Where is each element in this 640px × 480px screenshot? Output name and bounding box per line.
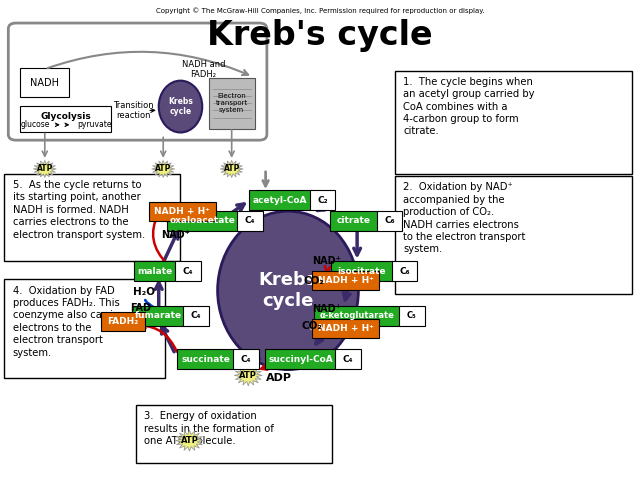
Text: ATP: ATP — [180, 436, 198, 445]
FancyBboxPatch shape — [175, 261, 201, 281]
FancyBboxPatch shape — [8, 23, 267, 140]
FancyBboxPatch shape — [237, 211, 263, 231]
Polygon shape — [33, 160, 56, 178]
Text: NAD⁺: NAD⁺ — [312, 256, 341, 265]
Text: NADH + H⁺: NADH + H⁺ — [317, 324, 374, 333]
Text: ATP: ATP — [36, 165, 53, 173]
Text: C₆: C₆ — [399, 267, 410, 276]
Text: 5.  As the cycle returns to
its starting point, another
NADH is formed. NADH
car: 5. As the cycle returns to its starting … — [13, 180, 145, 240]
Text: Krebs
cycle: Krebs cycle — [259, 271, 317, 310]
Text: FAD: FAD — [131, 303, 151, 313]
FancyBboxPatch shape — [312, 271, 379, 290]
Polygon shape — [220, 160, 243, 178]
FancyBboxPatch shape — [20, 106, 111, 132]
Text: NAD⁺: NAD⁺ — [312, 304, 341, 313]
FancyBboxPatch shape — [331, 261, 393, 281]
Text: 2.  Oxidation by NAD⁺
accompanied by the
production of CO₂.
NADH carries electro: 2. Oxidation by NAD⁺ accompanied by the … — [403, 182, 525, 254]
Text: Copyright © The McGraw-Hill Companies, Inc. Permission required for reproduction: Copyright © The McGraw-Hill Companies, I… — [156, 8, 484, 14]
Polygon shape — [175, 430, 204, 451]
Text: CO₂: CO₂ — [301, 322, 322, 331]
FancyBboxPatch shape — [209, 78, 255, 129]
Text: 3.  Energy of oxidation
results in the formation of
one ATP molecule.: 3. Energy of oxidation results in the fo… — [144, 411, 274, 446]
Text: C₂: C₂ — [317, 196, 328, 204]
Ellipse shape — [218, 211, 358, 370]
Text: C₄: C₄ — [241, 355, 252, 363]
Text: Electron
transport
system: Electron transport system — [216, 93, 248, 113]
FancyBboxPatch shape — [376, 211, 403, 231]
FancyBboxPatch shape — [395, 71, 632, 174]
Text: C₅: C₅ — [407, 312, 417, 320]
Text: ATP: ATP — [223, 165, 240, 173]
Text: NADH: NADH — [30, 78, 60, 87]
Text: C₄: C₄ — [191, 312, 201, 320]
Text: glucose: glucose — [20, 120, 50, 129]
FancyBboxPatch shape — [20, 68, 69, 97]
Text: NADH + H⁺: NADH + H⁺ — [154, 207, 211, 216]
FancyBboxPatch shape — [149, 202, 216, 221]
Text: C₆: C₆ — [384, 216, 395, 225]
Text: NADH + H⁺: NADH + H⁺ — [317, 276, 374, 285]
FancyBboxPatch shape — [132, 306, 184, 326]
Text: oxaloacetate: oxaloacetate — [170, 216, 236, 225]
Text: succinyl-CoA: succinyl-CoA — [268, 355, 333, 363]
Text: CO₂: CO₂ — [303, 276, 324, 286]
FancyBboxPatch shape — [330, 211, 378, 231]
Text: α-ketoglutarate: α-ketoglutarate — [320, 312, 395, 320]
Text: fumarate: fumarate — [134, 312, 182, 320]
Text: ATP: ATP — [239, 371, 257, 380]
Text: C₄: C₄ — [245, 216, 255, 225]
Text: C₄: C₄ — [183, 267, 193, 276]
Text: succinate: succinate — [182, 355, 230, 363]
Text: FADH₂: FADH₂ — [108, 317, 138, 326]
FancyBboxPatch shape — [399, 306, 425, 326]
Polygon shape — [234, 365, 262, 386]
FancyBboxPatch shape — [314, 306, 401, 326]
FancyBboxPatch shape — [310, 190, 335, 210]
FancyBboxPatch shape — [183, 306, 209, 326]
FancyBboxPatch shape — [134, 261, 177, 281]
Text: Glycolysis: Glycolysis — [40, 112, 92, 120]
Polygon shape — [152, 160, 175, 178]
Text: C₄: C₄ — [343, 355, 353, 363]
Text: citrate: citrate — [337, 216, 371, 225]
FancyBboxPatch shape — [100, 312, 145, 331]
Text: 1.  The cycle begins when
an acetyl group carried by
CoA combines with a
4-carbo: 1. The cycle begins when an acetyl group… — [403, 77, 534, 136]
Text: malate: malate — [138, 267, 173, 276]
FancyBboxPatch shape — [335, 349, 361, 369]
FancyBboxPatch shape — [4, 279, 165, 378]
Text: acetyl-CoA: acetyl-CoA — [253, 196, 307, 204]
FancyBboxPatch shape — [265, 349, 337, 369]
FancyBboxPatch shape — [312, 319, 379, 338]
Text: ATP: ATP — [155, 165, 172, 173]
Text: 4.  Oxidation by FAD
produces FADH₂. This
coenzyme also carries
electrons to the: 4. Oxidation by FAD produces FADH₂. This… — [13, 286, 124, 358]
Text: Transition
reaction: Transition reaction — [113, 101, 154, 120]
Text: isocitrate: isocitrate — [338, 267, 386, 276]
Text: pyruvate: pyruvate — [77, 120, 112, 129]
Text: ADP: ADP — [266, 373, 292, 383]
FancyBboxPatch shape — [234, 349, 259, 369]
FancyBboxPatch shape — [167, 211, 239, 231]
Text: NAD⁺: NAD⁺ — [161, 230, 190, 240]
FancyBboxPatch shape — [177, 349, 235, 369]
FancyBboxPatch shape — [136, 405, 332, 463]
Text: H₂O: H₂O — [133, 287, 155, 297]
Ellipse shape — [159, 81, 202, 132]
Text: Kreb's cycle: Kreb's cycle — [207, 19, 433, 52]
Text: NADH and
FADH₂: NADH and FADH₂ — [182, 60, 225, 79]
Text: Krebs
cycle: Krebs cycle — [168, 97, 193, 116]
FancyBboxPatch shape — [4, 174, 180, 261]
FancyBboxPatch shape — [249, 190, 311, 210]
FancyBboxPatch shape — [395, 176, 632, 294]
FancyBboxPatch shape — [392, 261, 417, 281]
